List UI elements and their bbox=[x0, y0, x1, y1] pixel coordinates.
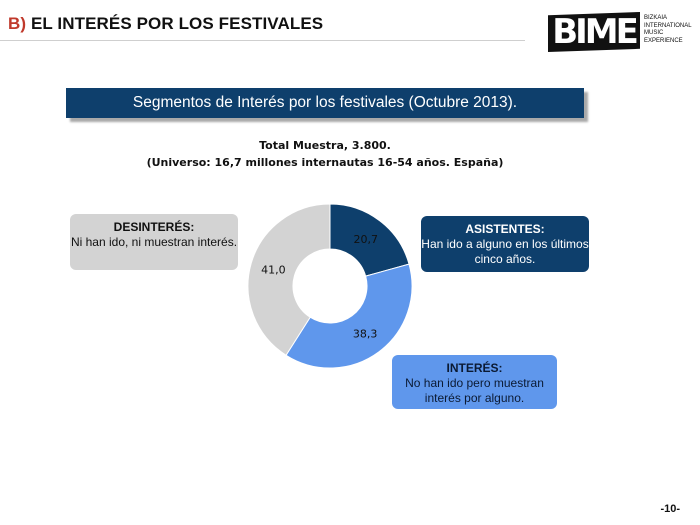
callout-title: DESINTERÉS: bbox=[113, 220, 195, 234]
logo-text: BIZKAIA INTERNATIONAL MUSIC EXPERIENCE bbox=[644, 15, 700, 45]
callout-interes: INTERÉS: No han ido pero muestran interé… bbox=[392, 355, 557, 409]
section-title: EL INTERÉS POR LOS FESTIVALES bbox=[30, 14, 324, 33]
callout-body: Ni han ido, ni muestran interés. bbox=[70, 235, 238, 249]
callout-title: INTERÉS: bbox=[446, 361, 503, 375]
logo-line: INTERNATIONAL bbox=[644, 22, 692, 29]
section-letter: B) bbox=[8, 14, 27, 33]
page-number: -10- bbox=[660, 503, 680, 515]
donut-slice-asistentes bbox=[329, 203, 410, 277]
sample-universe: (Universo: 16,7 millones internautas 16-… bbox=[146, 156, 504, 169]
donut-slice-desinters bbox=[247, 203, 331, 356]
callout-body: Han ido a alguno en los últimos cinco añ… bbox=[421, 237, 589, 266]
sample-total: Total Muestra, 3.800. bbox=[259, 139, 391, 152]
callout-body: No han ido pero muestran interés por alg… bbox=[405, 376, 544, 405]
slice-value-label: 20,7 bbox=[353, 233, 378, 246]
slice-value-label: 41,0 bbox=[261, 264, 286, 277]
bime-logo: BIME BIZKAIA INTERNATIONAL MUSIC EXPERIE… bbox=[548, 12, 698, 52]
callout-asistentes: ASISTENTES: Han ido a alguno en los últi… bbox=[421, 216, 589, 272]
header-divider bbox=[0, 40, 525, 41]
chart-title-banner: Segmentos de Interés por los festivales … bbox=[66, 88, 584, 118]
page-title: B) EL INTERÉS POR LOS FESTIVALES bbox=[8, 14, 323, 34]
logo-mark: BIME bbox=[548, 12, 640, 52]
sample-info: Total Muestra, 3.800. (Universo: 16,7 mi… bbox=[100, 137, 550, 171]
callout-desinteres: DESINTERÉS: Ni han ido, ni muestran inte… bbox=[70, 214, 238, 270]
callout-title: ASISTENTES: bbox=[465, 222, 545, 236]
slice-value-label: 38,3 bbox=[353, 327, 378, 340]
donut-slice-inters bbox=[285, 263, 413, 369]
logo-line: MUSIC EXPERIENCE bbox=[644, 30, 683, 44]
logo-line: BIZKAIA bbox=[644, 15, 668, 21]
